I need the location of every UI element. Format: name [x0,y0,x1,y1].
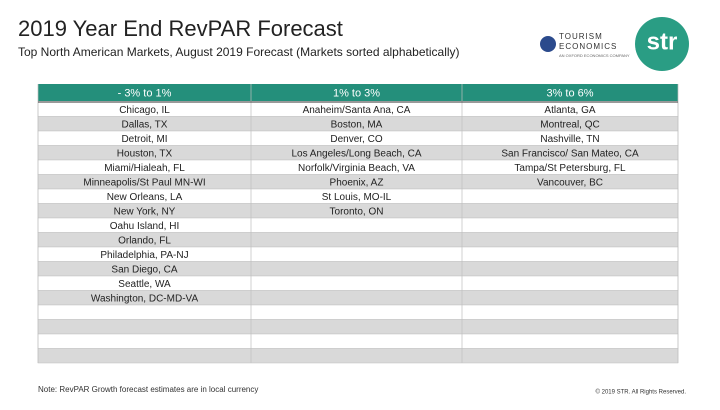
market-cell: Boston, MA [331,119,383,130]
market-cell: Minneapolis/St Paul MN-WI [83,177,205,188]
market-cell: San Diego, CA [111,264,177,275]
str-logo-text: str [647,28,678,55]
str-logo [635,17,689,71]
market-cell: Los Angeles/Long Beach, CA [291,148,421,159]
tourism-economics-logo: TOURISM ECONOMICS AN OXFORD ECONOMICS CO… [540,32,630,58]
market-cell: Houston, TX [117,148,173,159]
market-cell: Denver, CO [330,134,382,145]
market-cell: Toronto, ON [330,206,384,217]
market-cell: Atlanta, GA [544,105,595,116]
market-cell: St Louis, MO-IL [322,192,392,203]
market-cell: Vancouver, BC [537,177,603,188]
column-header: - 3% to 1% [118,87,172,99]
market-cell: Washington, DC-MD-VA [91,293,199,304]
market-cell: Chicago, IL [119,105,170,116]
market-cell: Anaheim/Santa Ana, CA [303,105,411,116]
logo-text: TOURISM [559,32,603,41]
logo-text: ECONOMICS [559,42,617,51]
column-header: 1% to 3% [333,87,380,99]
market-cell: Oahu Island, HI [110,221,179,232]
table-row [37,348,679,364]
subtitle: Top North American Markets, August 2019 … [18,45,460,59]
header-row [38,84,678,101]
market-cell: Dallas, TX [122,119,168,130]
table: - 3% to 1% Chicago, IL Dallas, TX Detroit, … [37,84,679,364]
logo-tagline: AN OXFORD ECONOMICS COMPANY [559,53,630,58]
market-cell: Orlando, FL [118,235,171,246]
market-cell: Phoenix, AZ [330,177,384,188]
market-cell: New Orleans, LA [107,192,183,203]
table-row [37,333,679,349]
market-cell: San Francisco/ San Mateo, CA [501,148,639,159]
table-row [37,319,679,335]
column-header: 3% to 6% [546,87,593,99]
market-cell: New York, NY [114,206,176,217]
market-cell: Detroit, MI [121,134,167,145]
market-cell: Tampa/St Petersburg, FL [514,163,626,174]
market-cell: Montreal, QC [540,119,599,130]
footnote: Note: RevPAR Growth forecast estimates a… [38,385,258,394]
market-cell: Seattle, WA [118,279,171,290]
market-cell: Nashville, TN [540,134,599,145]
title: 2019 Year End RevPAR Forecast [18,16,343,41]
globe-icon [540,36,556,52]
copyright: © 2019 STR. All Rights Reserved. [596,389,687,396]
market-cell: Norfolk/Virginia Beach, VA [298,163,415,174]
market-cell: Philadelphia, PA-NJ [100,250,188,261]
market-cell: Miami/Hialeah, FL [104,163,185,174]
table-row [37,304,679,320]
